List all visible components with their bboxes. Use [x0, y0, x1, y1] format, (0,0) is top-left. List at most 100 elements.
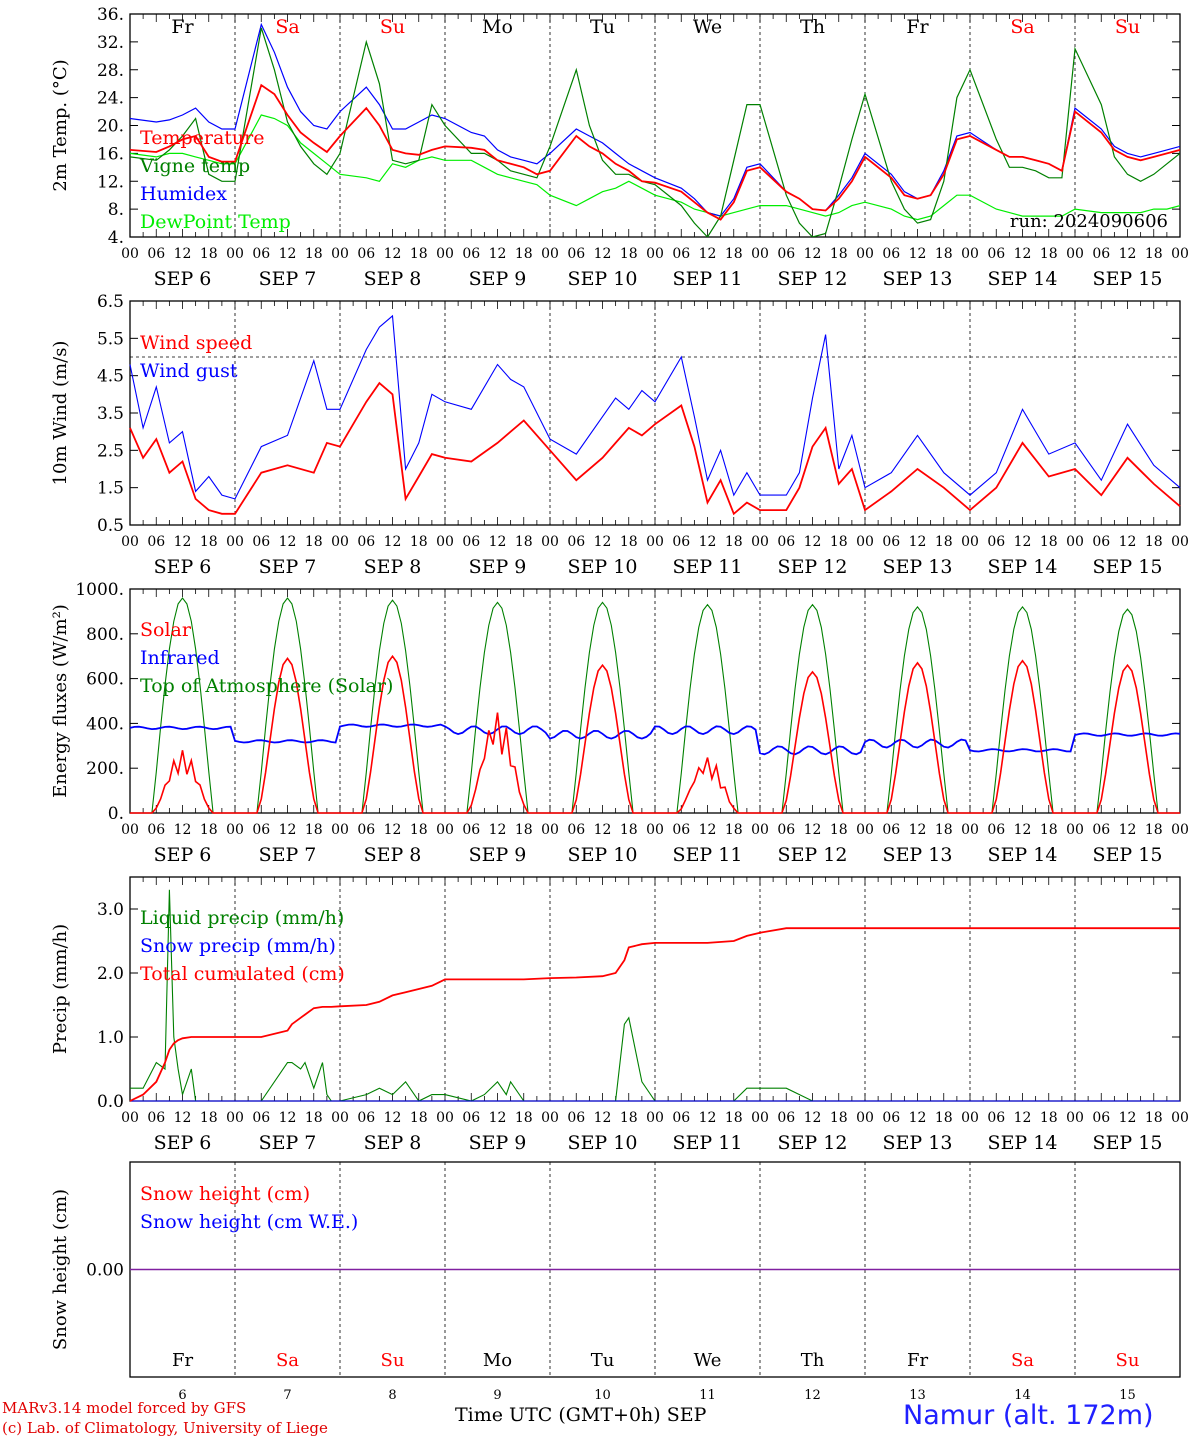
x-hour-label: 00: [961, 246, 979, 262]
x-axis-labels: 00 06 12 18 00 06 12 18 00 06 12 18 00 06 12 18 00 06 12 18…: [121, 1110, 1189, 1154]
legend-entry: Snow height (cm): [140, 1183, 310, 1205]
x-hour-label: 06: [567, 822, 585, 838]
x-hour-label: 06: [777, 822, 795, 838]
x-hour-label: 06: [357, 246, 375, 262]
x-hour-label: 06: [462, 246, 480, 262]
x-hour-label: 00: [646, 1110, 664, 1126]
x-hour-label: 12: [804, 534, 822, 550]
x-hour-label: 18: [305, 534, 323, 550]
legend: Wind speed Wind gust: [140, 332, 252, 382]
x-hour-label: 00: [436, 246, 454, 262]
x-hour-label: 18: [935, 534, 953, 550]
x-day-label: SEP 9: [469, 1132, 527, 1154]
x-hour-label: 18: [1145, 1110, 1163, 1126]
x-hour-label: 06: [462, 534, 480, 550]
y-tick-label: 3.5: [97, 404, 124, 424]
legend-entry: Humidex: [140, 183, 227, 205]
x-day-label: SEP 8: [364, 1132, 422, 1154]
x-day-label: SEP 14: [988, 556, 1058, 578]
y-tick-label: 3.0: [97, 900, 124, 920]
x-hour-label: 06: [357, 1110, 375, 1126]
x-hour-label: 18: [725, 246, 743, 262]
y-tick-label: 5.5: [97, 329, 124, 349]
model-credit: MARv3.14 model forced by GFS: [2, 1399, 247, 1417]
x-hour-label: 00: [226, 534, 244, 550]
x-hour-label: 12: [384, 822, 402, 838]
weekday-label: Mo: [482, 16, 513, 38]
day-number-label: 13: [909, 1388, 926, 1403]
x-hour-label: 18: [200, 246, 218, 262]
legend-entry: Snow precip (mm/h): [140, 935, 336, 957]
y-tick-label: 20.: [97, 117, 124, 137]
x-day-label: SEP 6: [154, 1132, 212, 1154]
x-day-label: SEP 8: [364, 556, 422, 578]
x-hour-label: 06: [252, 534, 270, 550]
x-hour-label: 18: [305, 246, 323, 262]
x-hour-label: 06: [357, 534, 375, 550]
x-day-label: SEP 15: [1093, 556, 1163, 578]
x-hour-label: 00: [331, 1110, 349, 1126]
x-hour-label: 18: [725, 534, 743, 550]
y-tick-label: 1.0: [97, 1028, 124, 1048]
x-hour-label: 18: [830, 1110, 848, 1126]
x-hour-label: 06: [777, 1110, 795, 1126]
x-hour-label: 18: [830, 246, 848, 262]
y-tick-label: 1000.: [75, 580, 124, 600]
x-hour-label: 06: [1092, 246, 1110, 262]
day-number-label: 9: [493, 1388, 501, 1403]
x-hour-label: 00: [1066, 534, 1084, 550]
x-hour-label: 06: [672, 246, 690, 262]
x-hour-label: 00: [646, 246, 664, 262]
x-hour-label: 18: [935, 246, 953, 262]
y-tick-label: 200.: [86, 759, 124, 779]
y-tick-label: 36.: [97, 5, 124, 25]
x-hour-label: 06: [567, 534, 585, 550]
x-day-label: SEP 7: [259, 556, 317, 578]
x-day-label: SEP 14: [988, 1132, 1058, 1154]
x-hour-label: 06: [882, 246, 900, 262]
legend-entry: Top of Atmosphere (Solar): [140, 675, 393, 697]
series-line-solar: [130, 654, 1180, 814]
x-hour-label: 06: [147, 246, 165, 262]
x-hour-label: 00: [856, 246, 874, 262]
legend-entry: Wind speed: [140, 332, 252, 354]
series-line-wind-gust: [129, 314, 1181, 500]
x-hour-label: 12: [489, 1110, 507, 1126]
x-day-label: SEP 15: [1093, 268, 1163, 290]
x-hour-label: 12: [909, 246, 927, 262]
legend-entry: Temperature: [140, 127, 264, 149]
weekday-label: Sa: [1010, 16, 1034, 38]
x-hour-label: 00: [1171, 246, 1189, 262]
x-hour-label: 00: [226, 822, 244, 838]
series-line-vigne-temp: [130, 27, 1180, 237]
y-tick-label: 2.0: [97, 964, 124, 984]
x-hour-label: 18: [830, 822, 848, 838]
legend-entry: Liquid precip (mm/h): [140, 907, 344, 929]
x-hour-label: 12: [804, 822, 822, 838]
x-hour-label: 12: [1119, 246, 1137, 262]
y-tick-label: 32.: [97, 33, 124, 53]
x-hour-label: 06: [1092, 534, 1110, 550]
x-hour-label: 18: [200, 534, 218, 550]
y-tick-label: 4.: [108, 228, 124, 248]
x-hour-label: 00: [436, 534, 454, 550]
weekday-label: Fr: [172, 1350, 193, 1371]
x-hour-label: 12: [699, 822, 717, 838]
x-hour-label: 06: [147, 534, 165, 550]
x-axis-labels: 00 06 12 18 00 06 12 18 00 06 12 18 00 06 12 18 00 06 12 18…: [121, 534, 1189, 578]
x-hour-label: 06: [252, 246, 270, 262]
day-number-label: 12: [804, 1388, 821, 1403]
y-tick-label: 24.: [97, 89, 124, 109]
y-tick-label: 6.5: [97, 292, 124, 312]
x-hour-label: 06: [882, 534, 900, 550]
x-day-label: SEP 6: [154, 556, 212, 578]
x-hour-label: 00: [646, 534, 664, 550]
x-hour-label: 00: [121, 822, 139, 838]
weekday-label: Su: [380, 16, 405, 38]
y-axis-label: 10m Wind (m/s): [50, 341, 71, 486]
y-tick-label: 800.: [86, 625, 124, 645]
y-tick-label: 600.: [86, 670, 124, 690]
day-number-label: 6: [178, 1388, 186, 1403]
x-hour-label: 00: [751, 246, 769, 262]
plot-frame: [129, 588, 1181, 814]
